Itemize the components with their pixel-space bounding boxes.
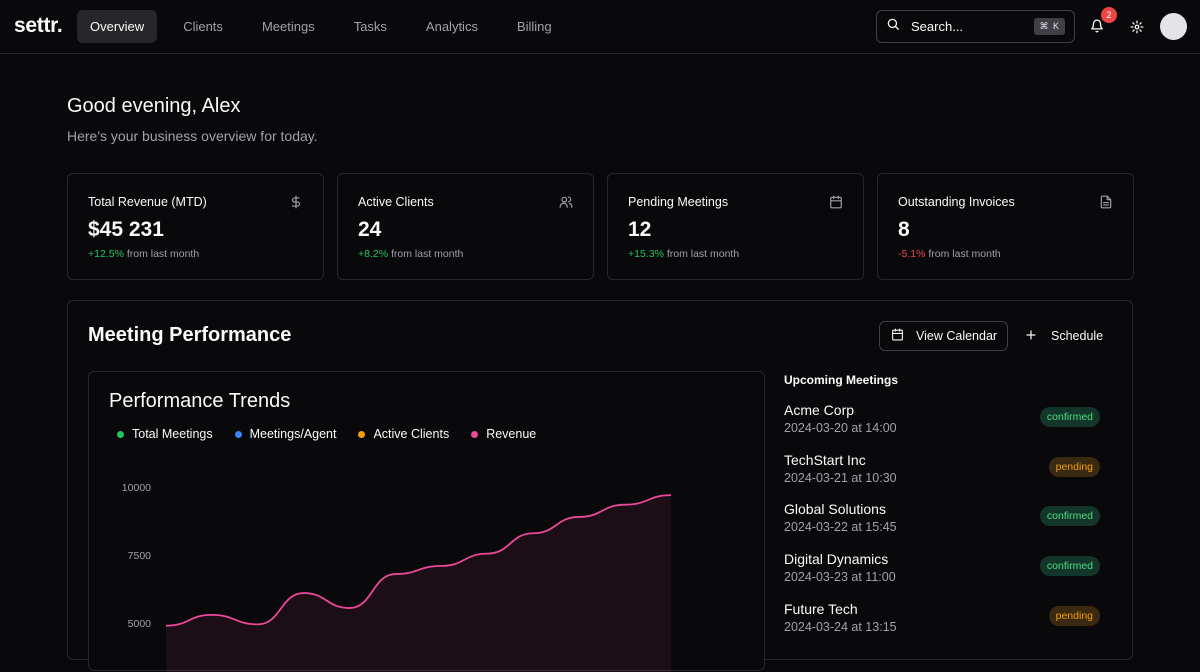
calendar-icon bbox=[829, 195, 843, 209]
y-tick-label: 10000 bbox=[122, 482, 151, 494]
avatar[interactable] bbox=[1160, 13, 1187, 40]
legend-label: Active Clients bbox=[373, 427, 450, 441]
stat-delta: +15.3% from last month bbox=[628, 248, 740, 260]
stat-card-revenue: Total Revenue (MTD) $45 231 +12.5% from … bbox=[67, 173, 324, 280]
meeting-client: Digital Dynamics bbox=[784, 551, 889, 567]
legend-dot bbox=[117, 430, 124, 438]
gear-icon[interactable] bbox=[1127, 17, 1147, 37]
stat-delta: -5.1% from last month bbox=[898, 248, 1001, 260]
meeting-client: Future Tech bbox=[784, 601, 858, 617]
page-subtitle: Here's your business overview for today. bbox=[67, 128, 318, 144]
schedule-label: Schedule bbox=[1051, 329, 1104, 343]
stat-title: Active Clients bbox=[358, 195, 434, 209]
meeting-item[interactable]: Digital Dynamics 2024-03-23 at 11:00 con… bbox=[784, 551, 1100, 591]
meeting-item[interactable]: TechStart Inc 2024-03-21 at 10:30 pendin… bbox=[784, 452, 1100, 492]
meeting-item[interactable]: Global Solutions 2024-03-22 at 15:45 con… bbox=[784, 501, 1100, 541]
legend-item-revenue[interactable]: Revenue bbox=[471, 427, 536, 441]
stat-title: Outstanding Invoices bbox=[898, 195, 1015, 209]
schedule-button[interactable]: Schedule bbox=[1021, 321, 1116, 351]
meeting-time: 2024-03-22 at 15:45 bbox=[784, 520, 897, 534]
stat-value: $45 231 bbox=[88, 218, 164, 241]
legend-label: Meetings/Agent bbox=[249, 427, 337, 441]
stat-card-meetings: Pending Meetings 12 +15.3% from last mon… bbox=[607, 173, 864, 280]
calendar-icon bbox=[891, 328, 904, 344]
status-badge: confirmed bbox=[1039, 407, 1100, 427]
tab-billing[interactable]: Billing bbox=[516, 19, 552, 34]
top-nav: settr. Overview Clients Meetings Tasks A… bbox=[0, 0, 1200, 54]
stat-value: 12 bbox=[628, 218, 652, 241]
legend-item-meetings-per-agent[interactable]: Meetings/Agent bbox=[234, 427, 337, 441]
upcoming-meetings-title: Upcoming Meetings bbox=[784, 373, 899, 387]
chart-legend: Total Meetings Meetings/Agent Active Cli… bbox=[117, 427, 558, 441]
search-placeholder: Search... bbox=[911, 19, 964, 34]
search-input[interactable]: Search... ⌘ K bbox=[876, 10, 1075, 43]
meeting-time: 2024-03-21 at 10:30 bbox=[784, 471, 897, 485]
tab-meetings[interactable]: Meetings bbox=[261, 19, 315, 34]
stat-title: Pending Meetings bbox=[628, 195, 729, 209]
meeting-item[interactable]: Acme Corp 2024-03-20 at 14:00 confirmed bbox=[784, 402, 1100, 442]
view-calendar-label: View Calendar bbox=[916, 329, 998, 343]
logo[interactable]: settr. bbox=[14, 14, 63, 37]
chart-title: Performance Trends bbox=[109, 390, 291, 412]
stat-card-invoices: Outstanding Invoices 8 -5.1% from last m… bbox=[877, 173, 1134, 280]
bell-icon[interactable] bbox=[1087, 16, 1107, 36]
stat-delta: +12.5% from last month bbox=[88, 248, 200, 260]
stat-title: Total Revenue (MTD) bbox=[88, 195, 207, 209]
meeting-client: Global Solutions bbox=[784, 501, 886, 517]
performance-chart: 10000 7500 5000 bbox=[122, 482, 672, 672]
meeting-client: TechStart Inc bbox=[784, 452, 866, 468]
file-icon bbox=[1099, 195, 1113, 209]
performance-chart-card: Performance Trends Total Meetings Meetin… bbox=[88, 371, 765, 672]
page-title: Good evening, Alex bbox=[67, 95, 241, 117]
meeting-time: 2024-03-23 at 11:00 bbox=[784, 570, 896, 584]
meeting-item[interactable]: Future Tech 2024-03-24 at 13:15 pending bbox=[784, 601, 1100, 641]
legend-item-total-meetings[interactable]: Total Meetings bbox=[117, 427, 213, 441]
meeting-time: 2024-03-20 at 14:00 bbox=[784, 421, 897, 435]
status-badge: pending bbox=[1048, 457, 1100, 477]
tab-overview[interactable]: Overview bbox=[77, 10, 158, 43]
panel-title: Meeting Performance bbox=[88, 324, 292, 346]
stat-value: 8 bbox=[898, 218, 910, 241]
users-icon bbox=[559, 195, 573, 209]
tab-analytics[interactable]: Analytics bbox=[425, 19, 478, 34]
legend-dot bbox=[234, 430, 242, 438]
status-badge: pending bbox=[1048, 606, 1100, 626]
search-shortcut: ⌘ K bbox=[1034, 18, 1065, 35]
series-area-revenue bbox=[166, 495, 671, 672]
series-line-revenue[interactable] bbox=[165, 494, 672, 627]
meeting-client: Acme Corp bbox=[784, 402, 855, 418]
y-tick-label: 5000 bbox=[128, 618, 152, 630]
y-tick-label: 7500 bbox=[128, 550, 152, 562]
stat-card-clients: Active Clients 24 +8.2% from last month bbox=[337, 173, 594, 280]
plus-icon bbox=[1025, 329, 1037, 344]
search-icon bbox=[886, 17, 900, 36]
status-badge: confirmed bbox=[1039, 556, 1100, 576]
status-badge: confirmed bbox=[1039, 506, 1100, 526]
meeting-time: 2024-03-24 at 13:15 bbox=[784, 620, 897, 634]
legend-dot bbox=[358, 430, 366, 438]
legend-label: Total Meetings bbox=[132, 427, 213, 441]
nav-tabs: Overview Clients Meetings Tasks Analytic… bbox=[77, 10, 578, 43]
view-calendar-button[interactable]: View Calendar bbox=[879, 321, 1008, 351]
legend-label: Revenue bbox=[486, 427, 537, 441]
dollar-icon bbox=[289, 195, 303, 209]
legend-item-active-clients[interactable]: Active Clients bbox=[358, 427, 449, 441]
meeting-performance-panel: Meeting Performance View Calendar Schedu… bbox=[67, 300, 1133, 672]
legend-dot bbox=[471, 430, 479, 438]
tab-tasks[interactable]: Tasks bbox=[353, 19, 387, 34]
stat-value: 24 bbox=[358, 218, 382, 241]
notification-badge: 2 bbox=[1101, 7, 1117, 23]
stat-delta: +8.2% from last month bbox=[358, 248, 464, 260]
tab-clients[interactable]: Clients bbox=[183, 19, 223, 34]
